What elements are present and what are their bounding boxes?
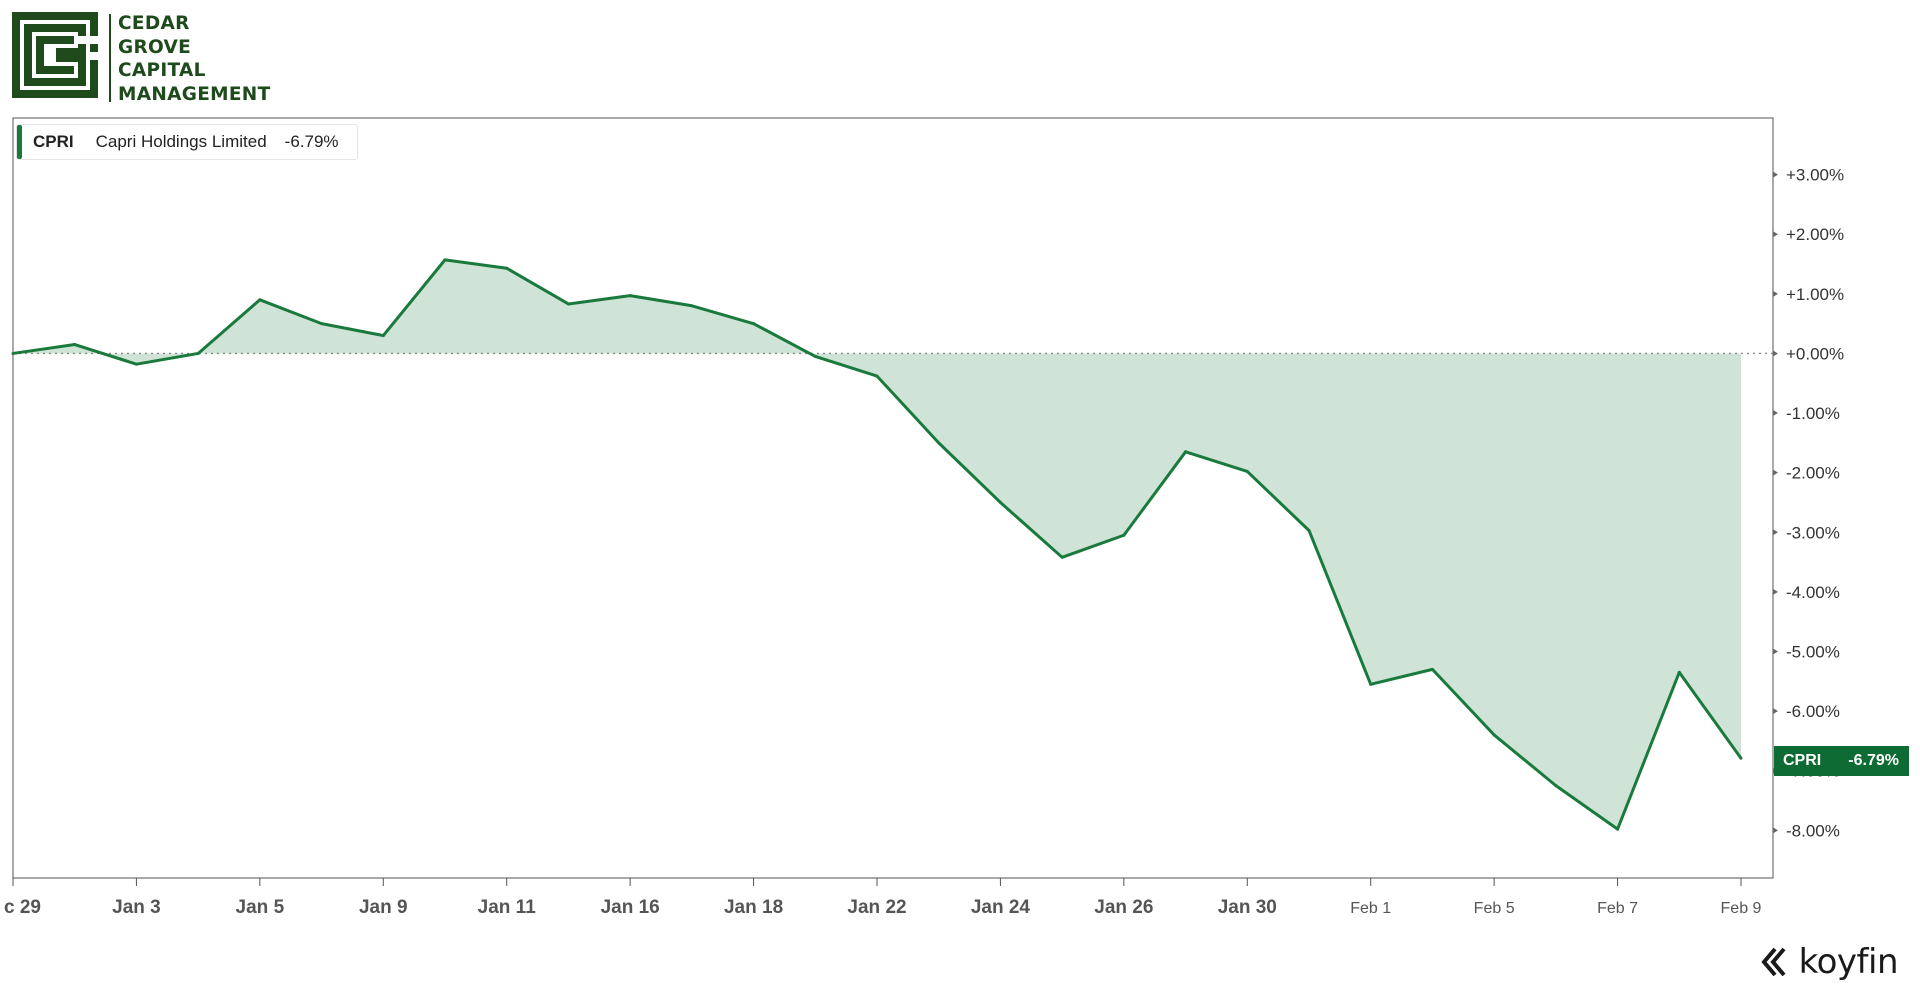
legend-company-name: Capri Holdings Limited xyxy=(95,132,267,151)
x-tick-label: Jan 30 xyxy=(1218,897,1277,918)
y-tick-mark xyxy=(1773,469,1778,476)
data-point xyxy=(11,351,15,355)
y-tick-mark xyxy=(1773,410,1778,417)
y-tick-mark xyxy=(1773,290,1778,297)
logo-divider xyxy=(109,14,111,102)
tag-value: -6.79% xyxy=(1848,752,1899,769)
data-point xyxy=(1060,555,1064,559)
tag-ticker: CPRI xyxy=(1783,752,1822,769)
data-point xyxy=(505,266,509,270)
y-tick-label: -1.00% xyxy=(1786,404,1840,423)
logo-mark-icon xyxy=(12,12,98,98)
data-point xyxy=(134,362,138,366)
data-point xyxy=(1430,667,1434,671)
data-point xyxy=(1184,450,1188,454)
koyfin-logo-icon xyxy=(1761,947,1786,977)
x-tick-label: Jan 18 xyxy=(724,897,783,918)
legend-ticker: CPRI xyxy=(33,132,74,151)
x-tick-label: Feb 9 xyxy=(1721,900,1762,917)
data-point xyxy=(1554,784,1558,788)
data-point xyxy=(73,343,77,347)
data-point xyxy=(1739,756,1743,760)
y-tick-label: -5.00% xyxy=(1786,642,1840,661)
y-tick-mark xyxy=(1773,588,1778,595)
data-point xyxy=(1616,827,1620,831)
logo-line-3: CAPITAL xyxy=(118,60,206,81)
y-tick-label: +1.00% xyxy=(1786,285,1844,304)
y-tick-mark xyxy=(1773,350,1778,357)
data-point xyxy=(628,294,632,298)
data-point xyxy=(752,322,756,326)
y-tick-mark xyxy=(1773,529,1778,536)
data-point xyxy=(998,500,1002,504)
koyfin-wordmark: koyfin xyxy=(1798,942,1899,982)
logo-wordmark: CEDAR GROVE CAPITAL MANAGEMENT xyxy=(118,12,271,106)
legend-change: -6.79% xyxy=(284,132,339,151)
y-tick-label: +3.00% xyxy=(1786,166,1844,185)
x-tick-label: Jan 22 xyxy=(847,897,906,918)
y-tick-mark xyxy=(1773,231,1778,238)
x-tick-label: c 29 xyxy=(4,897,41,918)
last-value-tag: CPRI -6.79% xyxy=(1774,746,1909,776)
cedar-grove-logo xyxy=(12,12,282,104)
x-tick-label: Jan 11 xyxy=(478,897,537,918)
area-fill xyxy=(13,259,1741,830)
y-tick-label: +2.00% xyxy=(1786,225,1844,244)
data-point xyxy=(1245,469,1249,473)
x-tick-label: Jan 5 xyxy=(236,897,285,918)
y-tick-label: -2.00% xyxy=(1786,464,1840,483)
chart-legend[interactable]: CPRI Capri Holdings Limited -6.79% xyxy=(16,124,358,160)
data-point xyxy=(258,298,262,302)
data-point xyxy=(1677,670,1681,674)
logo-line-2: GROVE xyxy=(118,36,192,58)
x-tick-label: Jan 24 xyxy=(971,897,1031,918)
plot-frame xyxy=(12,117,1774,879)
logo-line-4: MANAGEMENT xyxy=(118,83,271,105)
data-point xyxy=(690,304,694,308)
data-point xyxy=(320,322,324,326)
koyfin-watermark: koyfin xyxy=(1759,942,1899,982)
data-point xyxy=(1369,682,1373,686)
y-tick-label: -4.00% xyxy=(1786,583,1840,602)
data-point xyxy=(443,258,447,262)
y-tick-mark xyxy=(1773,171,1778,178)
data-point xyxy=(1122,533,1126,537)
data-point xyxy=(937,441,941,445)
y-tick-label: -6.00% xyxy=(1786,702,1840,721)
data-point xyxy=(813,354,817,358)
y-tick-label: +0.00% xyxy=(1786,344,1844,363)
x-tick-label: Jan 3 xyxy=(112,897,161,918)
x-tick-label: Feb 7 xyxy=(1597,900,1638,917)
data-point xyxy=(1307,528,1311,532)
data-point xyxy=(196,351,200,355)
y-tick-mark xyxy=(1773,708,1778,715)
x-tick-label: Feb 1 xyxy=(1350,900,1391,917)
data-point xyxy=(566,302,570,306)
logo-line-1: CEDAR xyxy=(118,13,190,34)
legend-swatch xyxy=(17,125,22,159)
y-tick-label: -3.00% xyxy=(1786,523,1840,542)
x-tick-label: Jan 9 xyxy=(359,897,408,918)
x-tick-label: Jan 16 xyxy=(601,897,660,918)
data-point xyxy=(381,334,385,338)
data-point xyxy=(875,374,879,378)
x-tick-label: Feb 5 xyxy=(1474,900,1515,917)
y-tick-mark xyxy=(1773,648,1778,655)
y-tick-label: -8.00% xyxy=(1786,821,1840,840)
x-tick-label: Jan 26 xyxy=(1094,897,1153,918)
data-point xyxy=(1492,733,1496,737)
y-tick-mark xyxy=(1773,827,1778,834)
